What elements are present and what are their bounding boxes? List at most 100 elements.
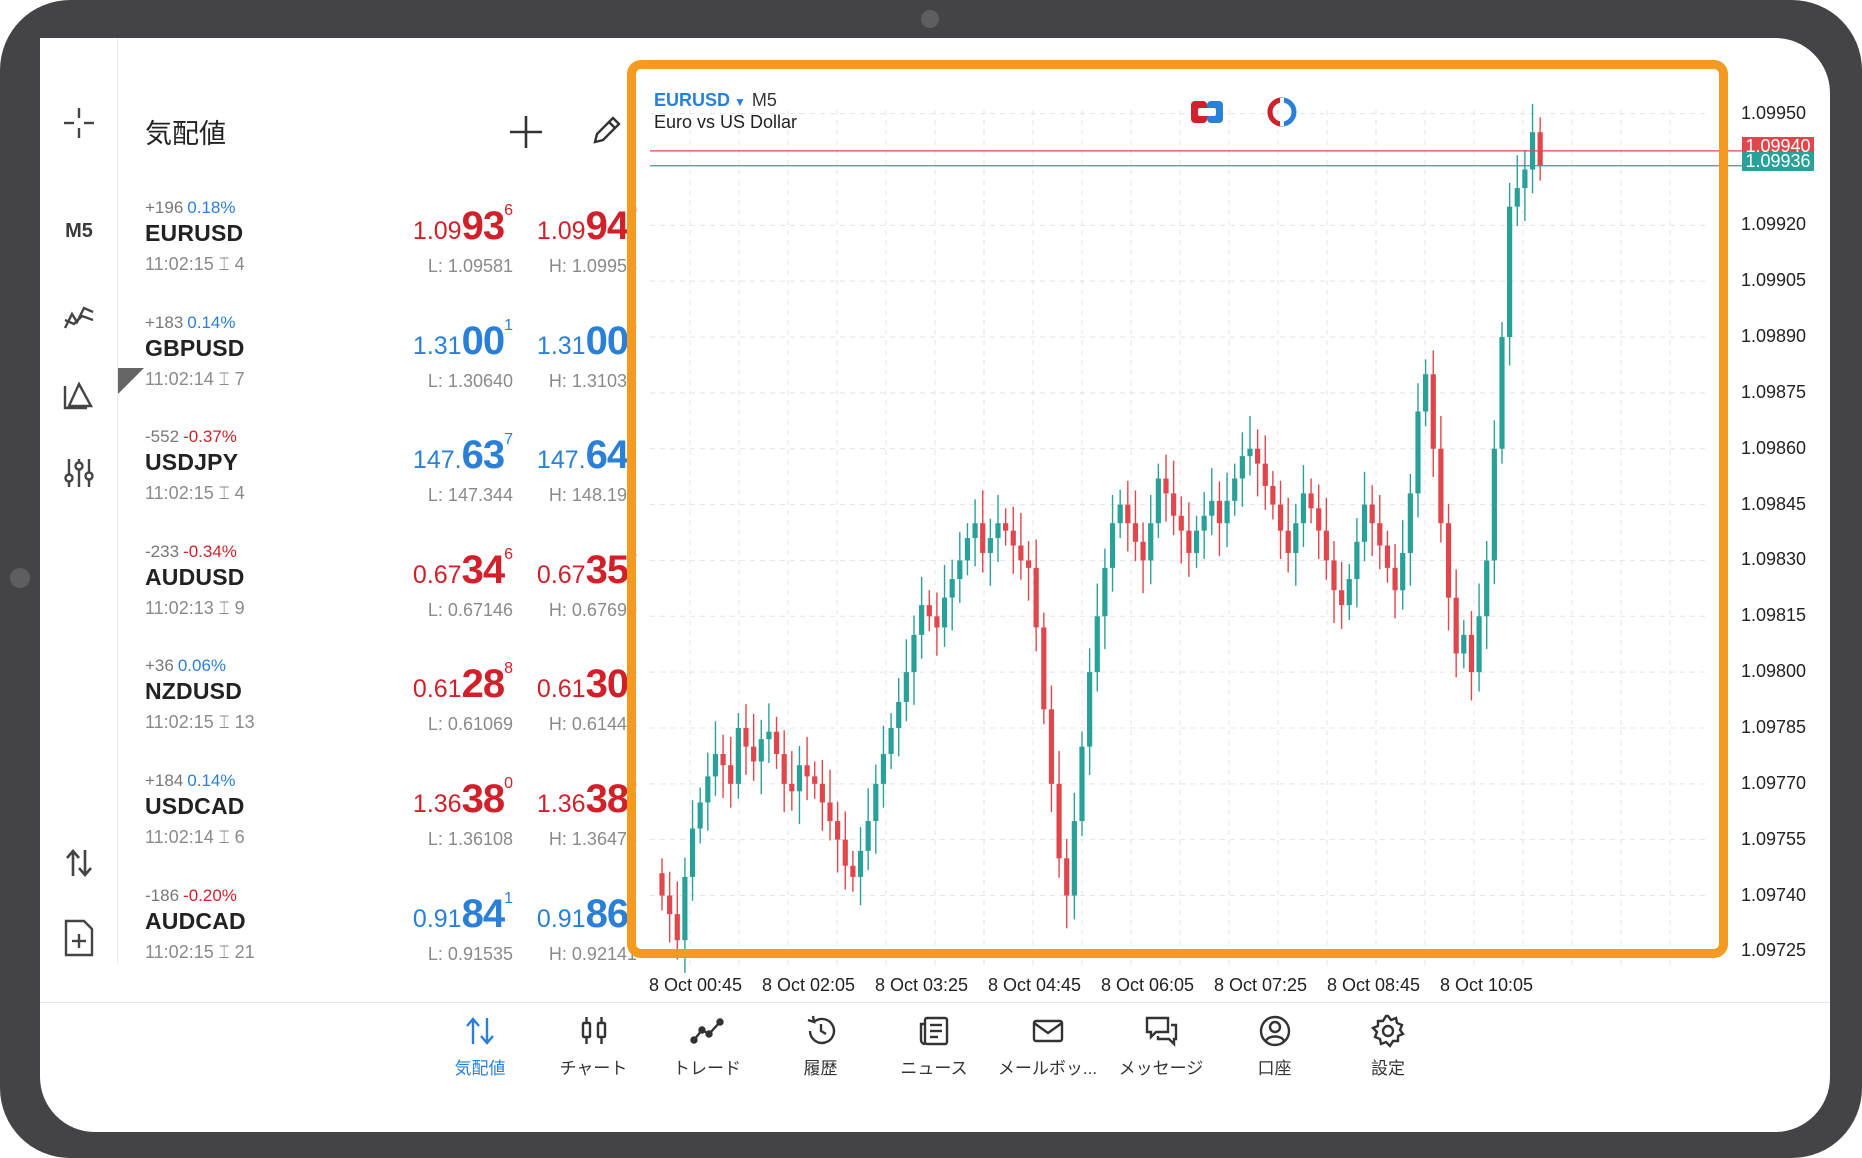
- symbol-dropdown-icon: ▼: [734, 95, 746, 109]
- candle: [911, 615, 917, 705]
- objects-button[interactable]: [40, 378, 118, 412]
- candle: [735, 713, 741, 799]
- timeframe-button[interactable]: M5: [65, 220, 93, 242]
- candle: [1102, 548, 1108, 650]
- high-price: H: 0.67690: [548, 599, 637, 620]
- candle: [1491, 420, 1497, 585]
- change-percent: -0.34%: [183, 541, 237, 561]
- candle: [667, 871, 673, 943]
- bid-price[interactable]: 0.91841: [413, 890, 513, 937]
- ask-price[interactable]: 1.31008: [536, 317, 637, 364]
- candle: [1361, 471, 1368, 562]
- watchlist-row[interactable]: -186 -0.20% AUDCAD 11:02:15 ⌶ 21 0.91841 0.91…: [118, 886, 663, 1001]
- bid-price-prefix: 1.31: [412, 331, 462, 360]
- ask-price[interactable]: 0.61301: [537, 660, 637, 707]
- candle: [850, 850, 856, 892]
- candles-icon: [581, 1017, 606, 1044]
- quote-time-spread: 11:02:14 ⌶ 6: [145, 827, 245, 848]
- nav-label: メッセージ: [1118, 1059, 1204, 1078]
- bid-price-pip: 7: [504, 431, 513, 449]
- spread-icon: ⌶: [218, 368, 230, 389]
- x-axis-label: 8 Oct 00:45: [649, 975, 743, 995]
- quote-time: 11:02:14: [145, 827, 214, 847]
- history-icon: [807, 1015, 835, 1045]
- candle: [1507, 182, 1513, 366]
- watchlist-row[interactable]: +183 0.14% GBPUSD 11:02:14 ⌶ 7 1.31001 1.3100…: [118, 313, 663, 428]
- nav-trade[interactable]: トレード: [652, 1014, 762, 1079]
- bid-price-big: 00: [461, 318, 505, 363]
- bid-price[interactable]: 1.09936: [413, 202, 513, 249]
- y-axis-label: 1.09785: [1741, 716, 1807, 737]
- sliders-icon: [64, 459, 94, 487]
- nav-label: 気配値: [454, 1059, 506, 1078]
- add-symbol-plus-icon[interactable]: [506, 112, 546, 152]
- nav-messages[interactable]: メッセージ: [1106, 1014, 1216, 1079]
- edit-pencil-icon[interactable]: [589, 114, 623, 148]
- watchlist-row[interactable]: +184 0.14% USDCAD 11:02:14 ⌶ 6 1.36380 1.3638…: [118, 771, 663, 886]
- settings-icon: [1371, 1014, 1405, 1048]
- crosshair-button[interactable]: [40, 106, 118, 140]
- messages-icon: [1145, 1016, 1178, 1047]
- nav-settings[interactable]: 設定: [1333, 1014, 1443, 1079]
- candle: [1415, 383, 1421, 518]
- bid-price[interactable]: 0.67346: [413, 546, 513, 593]
- candle: [766, 703, 772, 763]
- y-axis-label: 1.09755: [1741, 828, 1807, 849]
- bid-price[interactable]: 147.637: [413, 431, 513, 478]
- bid-price[interactable]: 1.31001: [412, 316, 513, 364]
- change-percent: 0.06%: [177, 656, 227, 676]
- chart-symbol[interactable]: EURUSD ▼ M5: [654, 90, 777, 111]
- bid-price-badge: 1.09936: [1742, 152, 1814, 171]
- ask-price[interactable]: 0.67355: [537, 546, 637, 593]
- signal-button[interactable]: [1265, 96, 1299, 133]
- nav-mail[interactable]: メールボッ...: [993, 1014, 1103, 1079]
- change-points: +36: [145, 656, 174, 676]
- spread-value: 7: [234, 368, 245, 389]
- ask-price-big: 64: [585, 433, 629, 478]
- candle: [880, 725, 887, 808]
- symbol-name: AUDUSD: [145, 563, 245, 590]
- ask-price-prefix: 1.31: [536, 331, 586, 360]
- nav-account[interactable]: 口座: [1220, 1014, 1330, 1079]
- candle: [697, 787, 703, 844]
- nav-news[interactable]: ニュース: [879, 1014, 989, 1079]
- ask-price[interactable]: 147.641: [537, 431, 637, 478]
- trade-levels-button[interactable]: [1190, 98, 1224, 131]
- candle: [1293, 503, 1299, 586]
- symbol-name: USDCAD: [145, 793, 245, 819]
- document-plus-icon: [64, 919, 94, 957]
- candle: [1300, 465, 1307, 548]
- quote-time: 11:02:14: [145, 368, 214, 389]
- symbol-name: AUDCAD: [145, 907, 246, 934]
- change-info: +196 0.18%: [145, 198, 236, 218]
- candle: [659, 858, 665, 911]
- ask-price[interactable]: 1.09940: [537, 202, 637, 249]
- nav-history[interactable]: 履歴: [766, 1014, 876, 1079]
- one-click-trade-button[interactable]: [40, 846, 118, 880]
- watchlist-row[interactable]: +36 0.06% NZDUSD 11:02:15 ⌶ 13 0.61288 0.6130…: [118, 656, 663, 771]
- new-order-button[interactable]: [40, 918, 118, 958]
- watchlist-row[interactable]: -552 -0.37% USDJPY 11:02:15 ⌶ 4 147.637 147.6…: [118, 427, 663, 542]
- ask-price-prefix: 1.36: [536, 790, 586, 818]
- y-axis-label: 1.09800: [1741, 661, 1807, 682]
- change-info: +36 0.06%: [145, 656, 226, 676]
- nav-quotes[interactable]: 気配値: [425, 1014, 535, 1079]
- watchlist-row[interactable]: -233 -0.34% AUDUSD 11:02:13 ⌶ 9 0.67346 0.673…: [118, 542, 663, 657]
- bid-price-big: 34: [461, 547, 505, 592]
- chart-settings-button[interactable]: [40, 456, 118, 490]
- ask-price[interactable]: 0.91862: [537, 890, 637, 937]
- candle: [987, 518, 993, 586]
- spread-value: 21: [234, 941, 255, 962]
- ask-price-badge: 1.09940: [1742, 137, 1814, 156]
- ask-price[interactable]: 1.36386: [536, 775, 637, 822]
- bid-price[interactable]: 0.61288: [413, 660, 513, 707]
- candle: [781, 730, 787, 813]
- watchlist-row[interactable]: +196 0.18% EURUSD 11:02:15 ⌶ 4 1.09936 1.0994…: [118, 198, 663, 313]
- candle: [1109, 494, 1116, 592]
- candlestick-chart[interactable]: [640, 40, 1840, 1010]
- bid-price[interactable]: 1.36380: [413, 775, 513, 822]
- indicators-button[interactable]: [40, 300, 118, 334]
- low-price: L: 147.344: [427, 485, 513, 506]
- nav-candles[interactable]: チャート: [539, 1014, 649, 1079]
- bid-price-pip: 1: [504, 316, 513, 334]
